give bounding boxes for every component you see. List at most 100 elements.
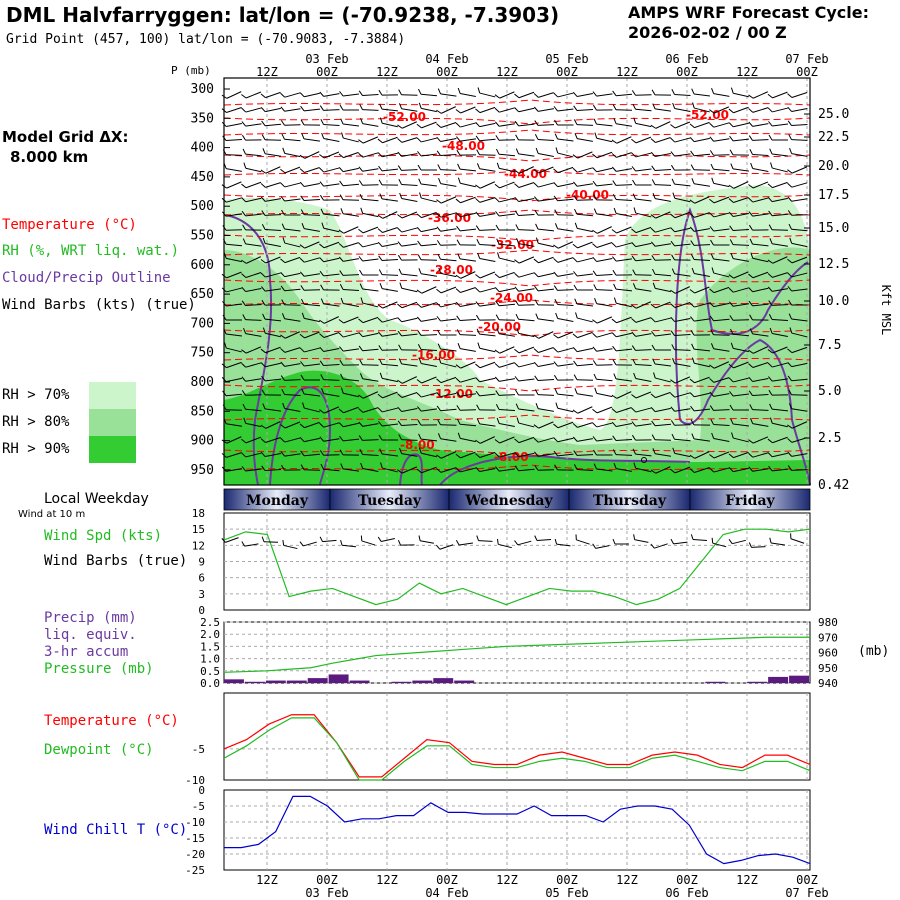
- wind-barb-flag: [652, 448, 656, 454]
- wind-barb-flag: [728, 274, 734, 279]
- wind-barb-shaft: [226, 197, 242, 203]
- wind-barb-shaft: [693, 258, 711, 262]
- wind-barb-shaft: [265, 362, 281, 368]
- y-tick-label: 12: [192, 539, 205, 552]
- wind-barb: [320, 463, 340, 472]
- wind-barb-shaft: [382, 136, 398, 144]
- wind-barb: [711, 432, 730, 443]
- wind-barb-flag: [299, 244, 305, 249]
- wind-barb-shaft: [499, 197, 515, 203]
- wind-barb: [418, 178, 438, 187]
- wind-barb-shaft: [440, 302, 457, 308]
- wind-barb: [475, 135, 496, 142]
- wind-barb-flag: [573, 450, 578, 456]
- pressure-tick-label: 980: [818, 616, 838, 629]
- wind-barb-flag: [711, 537, 714, 544]
- wind-barb: [397, 241, 418, 247]
- wind-barb-flag: [670, 468, 676, 474]
- wind-barb-shaft: [557, 214, 574, 216]
- bottom-time-label: 12Z: [616, 873, 638, 887]
- wind-barb: [729, 315, 750, 321]
- wind-barb: [553, 257, 574, 263]
- y-tick-label: 6: [198, 572, 205, 585]
- wind-barb: [709, 405, 730, 411]
- wind-barb-shaft: [439, 544, 454, 550]
- wind-barb-shaft: [634, 539, 649, 543]
- wind-barb-shaft: [791, 182, 808, 188]
- wind-barb-flag: [612, 435, 617, 441]
- wind-barb-flag: [436, 240, 441, 246]
- wind-barb-flag: [574, 132, 578, 139]
- wind-barb-flag: [788, 223, 792, 230]
- wind-barb-shaft: [458, 542, 474, 546]
- wind-barb-shaft: [440, 348, 457, 352]
- wind-barb: [767, 197, 788, 203]
- wind-barb-flag: [338, 229, 344, 234]
- wind-barb-shaft: [304, 273, 320, 277]
- wind-barb-flag: [710, 163, 714, 170]
- isotherm-label: -44.00: [504, 167, 547, 181]
- wind-barb-shaft: [772, 197, 788, 203]
- wind-barb-flag: [398, 89, 402, 95]
- wind-barb-flag: [670, 240, 675, 247]
- wind-barb: [241, 452, 262, 458]
- wind-barb-flag: [728, 211, 734, 217]
- wind-barb-flag: [377, 331, 383, 337]
- wind-barb-shaft: [577, 257, 593, 263]
- wind-barb: [689, 451, 710, 459]
- wind-barb: [730, 342, 749, 353]
- wind-barb: [378, 179, 399, 186]
- wind-barb-shaft: [752, 181, 769, 189]
- wind-barb: [299, 331, 320, 339]
- wind-barb: [260, 182, 281, 188]
- wind-barb-flag: [611, 394, 618, 399]
- wind-barb: [535, 147, 554, 158]
- wind-barb-flag: [319, 319, 325, 324]
- wind-barb-shaft: [635, 333, 652, 337]
- wind-barb: [553, 331, 574, 339]
- wind-barb-flag: [709, 136, 714, 142]
- wind-barb: [494, 436, 515, 444]
- wind-barb: [261, 224, 282, 232]
- wind-barb: [358, 152, 379, 158]
- wind-barb: [730, 418, 750, 427]
- wind-barb-flag: [494, 107, 500, 113]
- wind-barb-shaft: [752, 107, 769, 113]
- wind-barb-flag: [711, 177, 715, 184]
- wind-barb-shaft: [576, 468, 594, 472]
- wind-barb-flag: [689, 199, 695, 204]
- wind-barb-shaft: [479, 393, 496, 397]
- wind-barb: [301, 298, 321, 307]
- wind-barb-flag: [319, 154, 325, 159]
- wind-barb-flag: [787, 348, 793, 353]
- weekday-cell: [689, 488, 811, 511]
- wind-barb: [592, 91, 613, 97]
- wind-barb: [260, 362, 281, 368]
- legend-liq-equiv: liq. equiv.: [44, 627, 137, 643]
- wind-barb: [416, 392, 437, 398]
- wind-barb-flag: [262, 237, 266, 244]
- wind-barb-flag: [241, 134, 246, 141]
- wind-barb-shaft: [733, 361, 749, 369]
- wind-barb-flag: [339, 346, 344, 352]
- wind-barb: [651, 331, 672, 337]
- wind-barb-shaft: [304, 347, 320, 353]
- wind-barb-flag: [592, 91, 597, 97]
- wind-barb: [650, 391, 671, 399]
- wind-barb-shaft: [694, 107, 710, 113]
- wind-barb-flag: [555, 312, 559, 319]
- wind-barb-flag: [748, 121, 753, 127]
- wind-barb: [475, 466, 496, 473]
- wind-barb: [514, 465, 535, 472]
- isotherm-line: [223, 279, 811, 287]
- wind-barb-shaft: [557, 198, 574, 202]
- wind-barb: [651, 165, 672, 172]
- wind-barb: [768, 389, 789, 396]
- wind-height-label: Wind at 10 m: [18, 509, 86, 520]
- wind-barb-flag: [631, 228, 637, 233]
- wind-barb: [243, 327, 262, 337]
- wind-barb: [613, 373, 632, 382]
- wind-barb-flag: [670, 164, 675, 171]
- wind-barb: [748, 346, 768, 354]
- wind-barb: [611, 152, 632, 158]
